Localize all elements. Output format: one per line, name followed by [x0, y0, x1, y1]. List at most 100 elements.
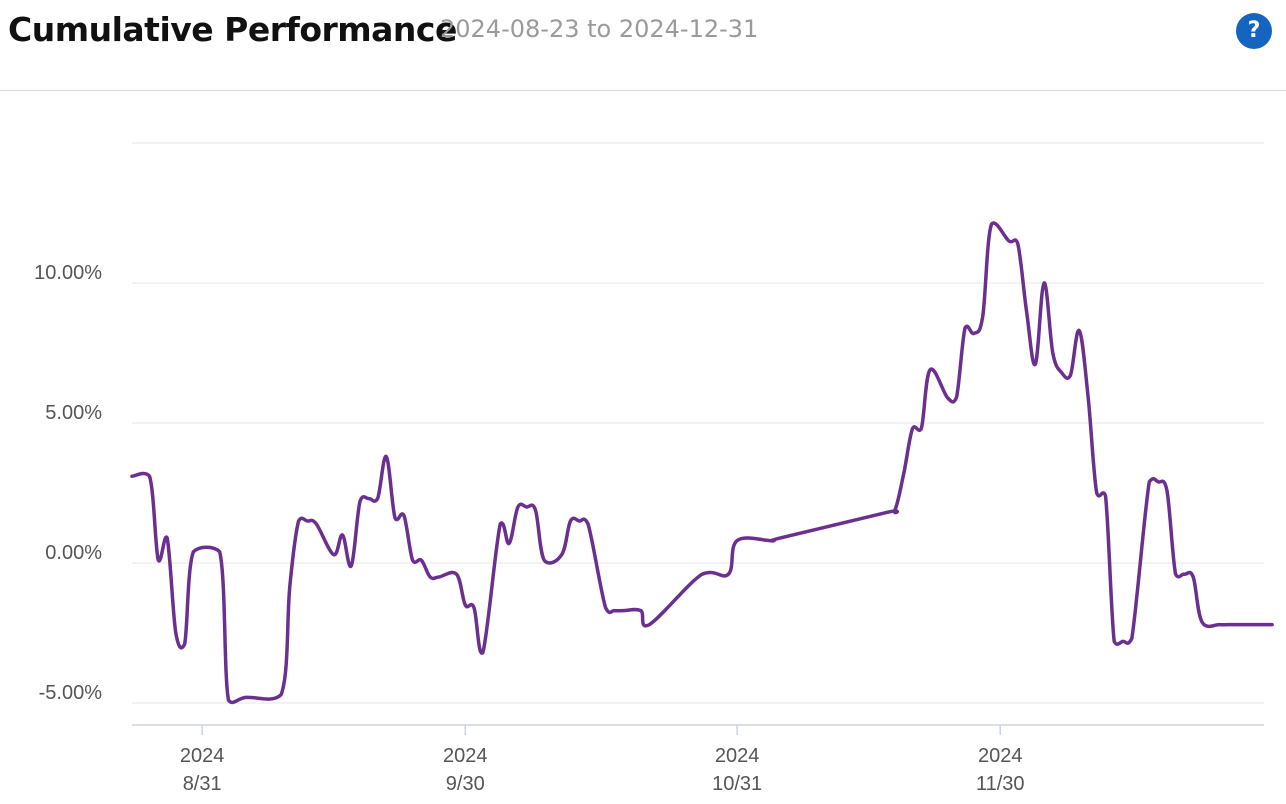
data-point: [1008, 240, 1011, 243]
data-point: [946, 396, 949, 399]
data-point: [516, 506, 519, 509]
data-point: [920, 427, 923, 430]
data-point: [332, 553, 335, 556]
data-point: [1192, 576, 1195, 579]
data-point: [964, 326, 967, 329]
data-point: [929, 368, 932, 371]
data-point: [429, 576, 432, 579]
data-point: [402, 514, 405, 517]
y-tick-label: 10.00%: [34, 262, 102, 284]
data-point: [280, 693, 283, 696]
data-point: [245, 696, 248, 699]
data-point: [385, 455, 388, 458]
data-point: [885, 511, 888, 514]
data-point: [376, 497, 379, 500]
data-point: [1253, 623, 1256, 626]
data-point: [1200, 620, 1203, 623]
data-point: [1051, 352, 1054, 355]
chart-header: Cumulative Performance 2024-08-23 to 202…: [0, 0, 1286, 91]
data-point: [972, 332, 975, 335]
data-point: [350, 564, 353, 567]
data-point: [911, 427, 914, 430]
data-point: [736, 539, 739, 542]
data-point: [622, 609, 625, 612]
data-point: [639, 609, 642, 612]
y-tick-label: 0.00%: [45, 542, 102, 564]
data-point: [1227, 623, 1230, 626]
date-range: 2024-08-23 to 2024-12-31: [440, 15, 759, 43]
data-point: [894, 508, 897, 511]
data-point: [648, 623, 651, 626]
data-point: [1148, 480, 1151, 483]
x-tick-year: 2024: [978, 745, 1023, 767]
data-point: [955, 396, 958, 399]
data-point: [1271, 623, 1274, 626]
data-point: [902, 472, 905, 475]
data-point: [1086, 394, 1089, 397]
help-icon[interactable]: ?: [1236, 13, 1272, 49]
data-point: [1165, 489, 1168, 492]
data-point: [473, 606, 476, 609]
y-tick-label: 5.00%: [45, 402, 102, 424]
data-point: [569, 520, 572, 523]
data-point: [166, 536, 169, 539]
data-point: [315, 522, 318, 525]
data-point: [771, 539, 774, 542]
data-point: [1078, 329, 1081, 332]
data-point: [218, 550, 221, 553]
data-point: [174, 632, 177, 635]
data-point: [1122, 640, 1125, 643]
data-point: [499, 522, 502, 525]
data-point: [990, 223, 993, 226]
data-point: [1183, 573, 1186, 576]
data-point: [394, 517, 397, 520]
data-point: [131, 475, 134, 478]
x-axis: 2024 8/31 2024 9/30 2024 10/31 2024 11/30: [132, 724, 1264, 795]
data-point: [780, 536, 783, 539]
x-tick-label: 9/30: [446, 773, 485, 795]
data-point: [148, 475, 151, 478]
data-point: [1130, 637, 1133, 640]
data-point: [1218, 623, 1221, 626]
data-point: [525, 506, 528, 509]
data-point: [288, 584, 291, 587]
data-point: [359, 500, 362, 503]
data-point: [1113, 640, 1116, 643]
data-point: [1060, 371, 1063, 374]
data-point: [1095, 492, 1098, 495]
data-point: [1016, 242, 1019, 245]
data-point: [464, 604, 467, 607]
data-point: [508, 542, 511, 545]
data-point: [420, 559, 423, 562]
data-point: [341, 534, 344, 537]
x-tick-label: 8/31: [183, 773, 222, 795]
data-point: [1025, 310, 1028, 313]
grid-lines: [132, 142, 1264, 704]
x-tick-year: 2024: [715, 745, 760, 767]
y-axis: 10.00% 5.00% 0.00% -5.00%: [34, 262, 102, 704]
data-point: [437, 576, 440, 579]
data-point: [183, 643, 186, 646]
data-point: [1069, 374, 1072, 377]
data-point: [613, 609, 616, 612]
series-line: [130, 221, 1274, 705]
data-point: [1043, 282, 1046, 285]
data-point: [578, 520, 581, 523]
data-point: [1034, 363, 1037, 366]
data-point: [1157, 480, 1160, 483]
data-point: [981, 315, 984, 318]
data-point: [157, 559, 160, 562]
data-point: [227, 699, 230, 702]
data-point: [1104, 494, 1107, 497]
x-tick-year: 2024: [443, 745, 488, 767]
data-point: [560, 553, 563, 556]
data-point: [701, 573, 704, 576]
data-point: [727, 573, 730, 576]
data-point: [411, 559, 414, 562]
series-layer: [130, 221, 1274, 705]
data-point: [306, 520, 309, 523]
data-point: [1262, 623, 1265, 626]
data-point: [297, 520, 300, 523]
data-point: [481, 651, 484, 654]
x-tick-year: 2024: [180, 745, 225, 767]
